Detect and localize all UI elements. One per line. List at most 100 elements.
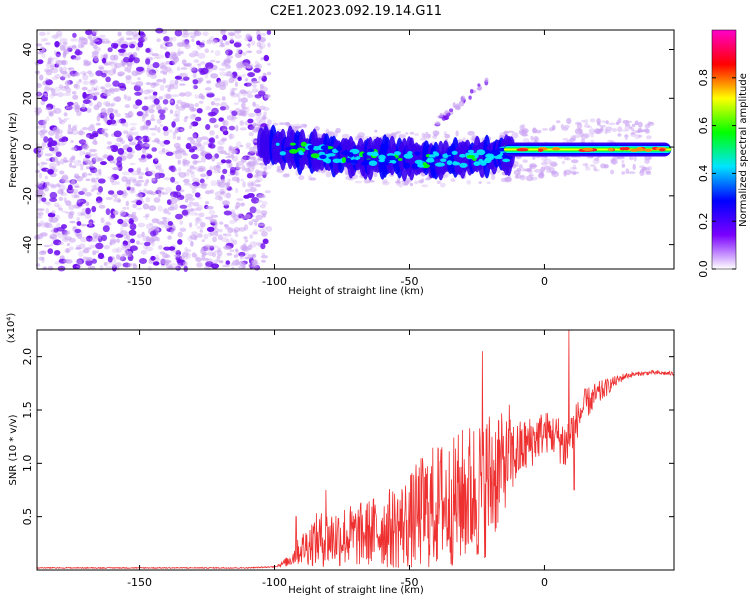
spectrogram-halo-blob [647,121,655,127]
spectrogram-noise-blob [210,180,218,187]
spectrogram-noise-blob [59,134,63,140]
spectrogram-noise-blob [164,208,168,214]
spectrogram-noise-blob [55,51,61,58]
spectrogram-halo-blob [624,133,629,140]
spectrogram-noise-blob [228,125,236,131]
spectrogram-noise-blob [89,39,94,42]
spectrogram-hot-spot [336,146,343,151]
spectrogram-noise-blob [250,181,256,187]
spectrogram-noise-blob [131,36,140,40]
spectrogram-noise-blob [204,244,211,248]
spectrogram-noise-blob [45,208,50,214]
spectrogram-noise-blob [57,189,64,195]
spectrogram-noise-blob [155,165,162,170]
spectrogram-halo-blob [541,161,548,166]
spectrogram-noise-blob [162,126,169,132]
spectrogram-noise-blob [222,34,228,41]
spectrogram-noise-blob [80,212,86,216]
spectrogram-noise-blob [208,138,214,143]
spectrogram-noise-blob [67,73,71,79]
spectrogram-hot-spot [378,154,386,160]
spectrogram-noise-blob [179,92,186,97]
spectrogram-noise-blob [231,209,235,213]
spectrogram-noise-blob [191,38,195,43]
spectrogram-noise-blob [159,84,165,92]
spectrogram-noise-blob [201,239,205,243]
spectrogram-echo-blob [484,77,489,83]
spectrogram-noise-blob [254,64,260,69]
spectrogram-noise-blob [68,124,72,129]
spectrogram-noise-blob [237,92,241,99]
spectrogram-halo-blob [450,178,456,183]
spectrogram-noise-blob [262,194,266,199]
spectrogram-noise-blob [255,199,263,203]
spectrogram-noise-blob [69,211,75,216]
spectrogram-noise-blob [77,199,83,203]
spectrogram-noise-blob [140,249,147,255]
colorbar-tick-label: 0.8 [697,69,710,87]
spectrogram-noise-blob [40,38,46,42]
spectrogram-noise-blob [44,42,51,46]
spectrogram-hot-spot [349,159,359,164]
spectrogram-noise-blob [119,118,127,124]
spectrogram-noise-blob [117,71,125,76]
spectrogram-noise-blob [194,51,199,57]
spectrogram-noise-blob [89,41,95,46]
spectrogram-noise-blob [187,203,193,208]
snr-x-tick-label: -50 [400,576,418,589]
spectrogram-noise-blob [133,183,141,187]
spectrogram-noise-blob [153,197,161,203]
spectrogram-halo-blob [251,163,256,170]
spectrogram-noise-blob [218,68,227,71]
spectrogram-halo-blob [646,135,652,140]
spectrogram-noise-blob [109,176,115,183]
spectrogram-noise-blob [166,211,170,215]
spectrogram-noise-blob [121,171,130,176]
spectrogram-hot-spot [484,157,492,164]
spectrogram-halo-blob [579,131,584,138]
spectrogram-noise-blob [175,184,182,192]
spectrogram-noise-blob [220,188,225,195]
spectrogram-halo-blob [272,122,279,126]
spectrogram-halo-blob [398,134,406,139]
spectrogram-noise-blob [35,107,43,114]
spectrogram-noise-blob [241,245,249,252]
spectrogram-noise-blob [206,39,213,45]
spectrogram-noise-blob [231,153,235,160]
spectrogram-noise-blob [47,130,56,136]
spectrogram-noise-blob [266,71,272,76]
spectrogram-noise-blob [208,244,213,249]
spectrogram-noise-blob [64,236,72,241]
spectrogram-noise-blob [47,266,54,271]
spectrogram-noise-blob [181,209,189,216]
spectrogram-noise-blob [252,158,257,163]
spectrogram-noise-blob [207,39,213,44]
spectrogram-hot-spot [368,160,378,166]
spectrogram-peak-spot [636,147,643,151]
spectrogram-noise-blob [41,197,47,202]
spectrogram-noise-blob [139,157,147,163]
spectrogram-noise-blob [53,239,62,246]
spectrogram-halo-blob [518,164,523,169]
spectrogram-noise-blob [164,187,173,193]
spectrogram-noise-blob [63,48,69,53]
spectrogram-halo-blob [549,161,558,167]
spectrogram-noise-blob [206,92,215,98]
spectrogram-noise-blob [119,88,126,91]
spectrogram-noise-blob [194,94,199,99]
spectrogram-noise-blob [136,234,143,239]
spectrogram-noise-blob [45,84,51,90]
spectrogram-peak-spot [551,147,561,151]
spectrogram-noise-blob [189,201,194,205]
spectrogram-noise-blob [187,197,196,201]
spectrogram-hot-spot [386,153,395,157]
spectrogram-halo-blob [621,159,625,164]
spectrogram-noise-blob [165,224,170,230]
spectrogram-noise-blob [197,63,202,66]
spectrogram-noise-blob [218,117,224,122]
spectrogram-noise-blob [49,191,58,199]
spectrogram-noise-blob [124,249,129,254]
spectrogram-noise-blob [258,228,266,233]
spectrogram-noise-blob [39,74,44,81]
spectrogram-noise-blob [204,87,212,91]
